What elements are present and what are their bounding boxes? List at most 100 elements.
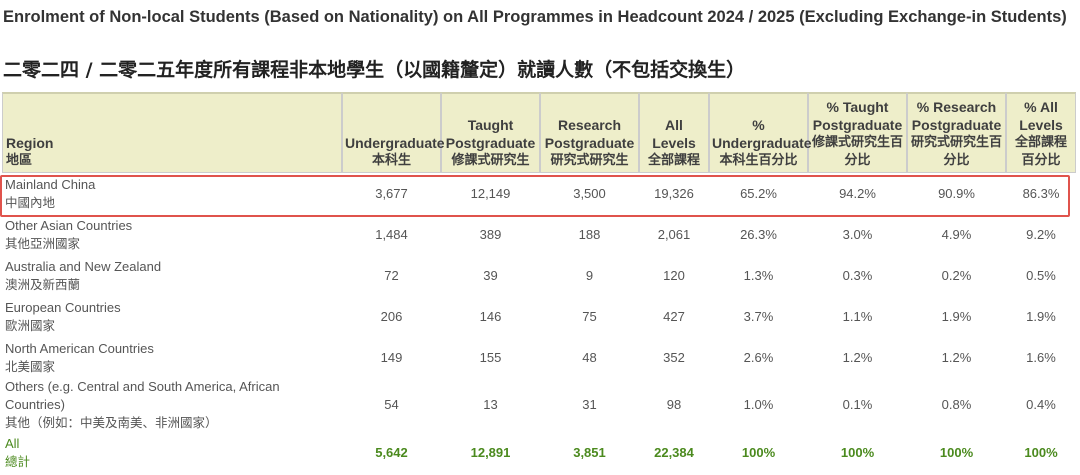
value-cell: 3,677	[375, 185, 408, 201]
value-cell: 188	[578, 226, 601, 242]
region-name-zh: 歐洲國家	[5, 317, 56, 333]
region-cell: North American Countries 北美國家	[2, 337, 342, 378]
value-cell: 3.7%	[743, 308, 774, 324]
column-header-label-zh: 全部課程	[647, 153, 700, 168]
total-cell: 22,384	[654, 444, 694, 460]
column-header-taught-postgraduate: Taught Postgraduate 修課式研究生	[441, 92, 540, 173]
value-cell: 26.3%	[740, 226, 777, 242]
column-header-label-zh: 本科生	[371, 153, 411, 168]
value-cell: 65.2%	[740, 185, 777, 201]
total-cell: 100%	[741, 444, 776, 460]
value-cell: 1.3%	[743, 267, 774, 283]
value-cell: 94.2%	[839, 185, 876, 201]
column-header-pct-research-postgraduate: % Research Postgraduate 研究式研究生百分比	[907, 92, 1006, 173]
region-name-zh: 總計	[5, 453, 31, 469]
total-cell: 100%	[939, 444, 974, 460]
column-header-label: All Levels	[652, 117, 696, 151]
column-header-label: % All Levels	[1019, 99, 1063, 133]
region-cell: Other Asian Countries 其他亞洲國家	[2, 214, 342, 255]
region-name-zh: 其他亞洲國家	[5, 235, 81, 251]
region-name-zh: 澳洲及新西蘭	[5, 276, 81, 292]
column-header-label: % Research Postgraduate	[911, 99, 1002, 133]
enrolment-table: Region 地區 Undergraduate 本科生 Taught Postg…	[2, 92, 1076, 473]
table-title-chinese: 二零二四 / 二零二五年度所有課程非本地學生（以國籍釐定）就讀人數（不包括交換生…	[3, 59, 746, 81]
value-cell: 1,484	[375, 226, 408, 242]
value-cell: 352	[663, 349, 685, 365]
value-cell: 149	[380, 349, 403, 365]
region-cell: Mainland China 中國內地	[2, 173, 342, 214]
value-cell: 146	[479, 308, 502, 324]
column-header-label: Region	[6, 135, 54, 151]
value-cell: 3,500	[573, 185, 606, 201]
table-row-mainland-china: Mainland China 中國內地 3,677 12,149 3,500 1…	[2, 173, 1076, 214]
column-header-label: Research Postgraduate	[544, 117, 635, 151]
table-title-english: Enrolment of Non-local Students (Based o…	[3, 8, 1067, 26]
column-header-label-zh: 研究式研究生	[550, 153, 629, 168]
column-header-research-postgraduate: Research Postgraduate 研究式研究生	[540, 92, 639, 173]
table-row-north-american-countries: North American Countries 北美國家 149 155 48…	[2, 337, 1076, 378]
column-header-label: Undergraduate	[345, 135, 445, 151]
column-header-region: Region 地區	[2, 92, 342, 173]
table-row-others: Others (e.g. Central and South America, …	[2, 378, 1076, 432]
column-header-label: % Taught Postgraduate	[812, 99, 903, 133]
value-cell: 1.9%	[941, 308, 972, 324]
value-cell: 90.9%	[938, 185, 975, 201]
value-cell: 155	[479, 349, 502, 365]
value-cell: 1.2%	[842, 349, 873, 365]
value-cell: 2.6%	[743, 349, 774, 365]
value-cell: 1.9%	[1026, 308, 1056, 324]
value-cell: 1.2%	[941, 349, 972, 365]
column-header-pct-all-levels: % All Levels 全部課程百分比	[1006, 92, 1076, 173]
region-name: Others (e.g. Central and South America, …	[5, 379, 280, 412]
total-cell: 12,891	[470, 444, 511, 460]
table-row-european-countries: European Countries 歐洲國家 206 146 75 427 3…	[2, 296, 1076, 337]
value-cell: 54	[384, 397, 399, 412]
value-cell: 75	[582, 308, 597, 324]
value-cell: 1.1%	[842, 308, 873, 324]
value-cell: 0.2%	[941, 267, 972, 283]
region-name: European Countries	[5, 299, 121, 315]
value-cell: 389	[479, 226, 502, 242]
column-header-label-zh: 地區	[6, 153, 33, 168]
value-cell: 0.5%	[1026, 267, 1056, 283]
total-cell: 5,642	[375, 444, 408, 460]
total-cell: 100%	[1024, 444, 1058, 460]
region-name: Other Asian Countries	[5, 217, 133, 233]
region-name: Mainland China	[5, 176, 96, 192]
column-header-pct-undergraduate: % Undergraduate 本科生百分比	[709, 92, 812, 173]
value-cell: 13	[483, 397, 498, 412]
region-cell: All 總計	[2, 432, 342, 473]
column-header-all-levels: All Levels 全部課程	[639, 92, 709, 173]
value-cell: 206	[380, 308, 403, 324]
value-cell: 0.1%	[842, 397, 873, 412]
value-cell: 48	[582, 349, 597, 365]
region-name: Australia and New Zealand	[5, 258, 162, 274]
value-cell: 4.9%	[941, 226, 972, 242]
region-cell: Australia and New Zealand 澳洲及新西蘭	[2, 255, 342, 296]
value-cell: 120	[663, 267, 685, 283]
region-cell: Others (e.g. Central and South America, …	[2, 378, 342, 432]
value-cell: 3.0%	[842, 226, 873, 242]
region-name-zh: 中國內地	[5, 194, 56, 210]
value-cell: 0.8%	[941, 397, 972, 412]
column-header-label-zh: 修課式研究生百分比	[811, 135, 903, 168]
value-cell: 9.2%	[1026, 226, 1056, 242]
column-header-label-zh: 修課式研究生	[451, 153, 530, 168]
header-row: Region 地區 Undergraduate 本科生 Taught Postg…	[2, 92, 1076, 173]
value-cell: 2,061	[657, 226, 691, 242]
region-name-zh: 北美國家	[5, 358, 56, 374]
region-name-zh: 其他（例如：中美及南美、非洲國家）	[5, 415, 218, 430]
region-name: North American Countries	[5, 340, 154, 356]
value-cell: 19,326	[654, 185, 694, 201]
value-cell: 0.3%	[842, 267, 873, 283]
region-name: All	[5, 435, 20, 451]
total-cell: 3,851	[573, 444, 606, 460]
value-cell: 72	[384, 267, 399, 283]
column-header-undergraduate: Undergraduate 本科生	[342, 92, 445, 173]
value-cell: 39	[483, 267, 498, 283]
region-cell: European Countries 歐洲國家	[2, 296, 342, 337]
column-header-label: % Undergraduate	[712, 117, 812, 151]
table-row-total: All 總計 5,642 12,891 3,851 22,384 100% 10…	[2, 432, 1076, 473]
total-cell: 100%	[840, 444, 875, 460]
value-cell: 31	[582, 397, 597, 412]
